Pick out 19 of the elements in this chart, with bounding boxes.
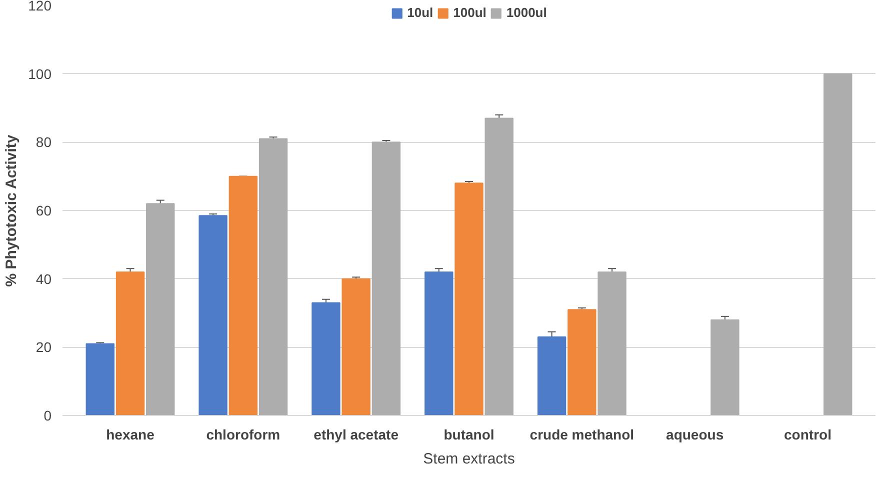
x-tick-label: aqueous: [666, 426, 724, 442]
x-tick-label: butanol: [444, 426, 494, 442]
y-axis-title: % Phytotoxic Activity: [3, 134, 20, 287]
x-tick-label: crude methanol: [530, 426, 634, 442]
y-tick-label: 40: [36, 270, 52, 287]
y-tick-label: 60: [36, 202, 52, 218]
y-tick-label: 20: [36, 339, 52, 356]
y-tick-label: 0: [44, 408, 52, 424]
legend-label: 1000ul: [506, 5, 547, 20]
x-tick-label: ethyl acetate: [314, 426, 399, 442]
x-axis-title: Stem extracts: [423, 450, 515, 468]
x-tick-label: chloroform: [206, 426, 280, 442]
y-tick-label: 80: [36, 134, 52, 150]
x-tick-label: control: [784, 426, 832, 442]
y-tick-label: 100: [28, 66, 52, 82]
y-tick-label: 120: [28, 0, 52, 14]
x-tick-label: hexane: [106, 426, 155, 442]
legend-label: 10ul: [407, 5, 434, 20]
legend-label: 100ul: [453, 5, 486, 20]
